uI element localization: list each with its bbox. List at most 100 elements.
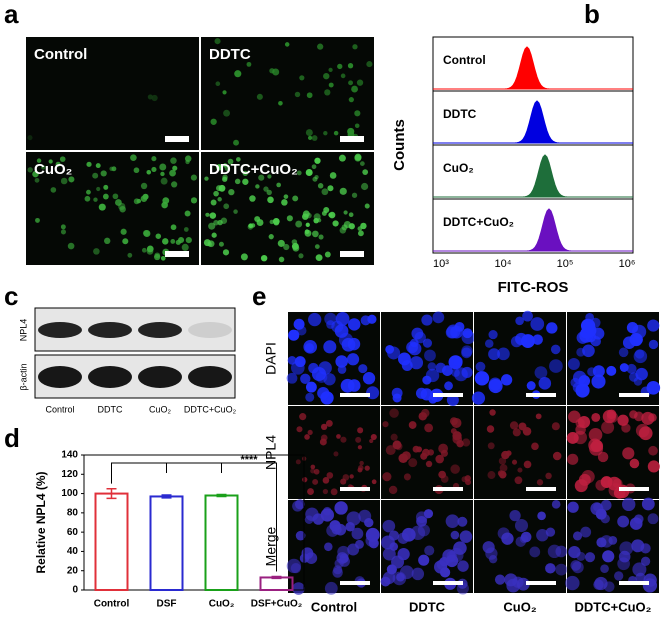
cell [523,460,532,469]
cell [151,94,158,102]
cell [334,501,348,515]
cell [328,211,336,219]
cell [347,63,354,69]
cell [406,341,419,354]
x-tick-label: Control [94,599,130,610]
error-bar [161,494,172,499]
cell [96,186,101,192]
cell [348,223,355,230]
cell [322,477,330,484]
scale-bar [619,393,649,397]
cell [351,192,358,198]
cell [617,414,629,426]
cell [549,359,563,373]
cell [565,575,580,591]
cell [648,339,659,350]
cell [267,196,274,204]
cell [418,554,430,566]
cell [208,222,216,230]
histogram-label: CuO₂ [443,161,474,175]
histogram-label: Control [443,53,486,67]
scale-bar [619,581,649,585]
cell [453,356,463,366]
cell [568,410,581,423]
cell [500,374,513,386]
cell [311,366,327,382]
cell [499,464,508,472]
cell [347,127,355,136]
cell [497,470,504,477]
cell [160,177,168,185]
cell [370,433,377,441]
cell [213,190,219,197]
cell [411,327,424,340]
cell [281,199,288,206]
cell [461,476,468,483]
cell [352,44,358,50]
cell [308,312,322,327]
cell [283,194,289,199]
y-tick-label: 20 [67,565,79,576]
cell [571,561,584,574]
cell [532,334,543,345]
cell [440,475,449,483]
cell [522,310,533,322]
cell [310,468,316,474]
row-label: DAPI [263,342,279,375]
cell [324,581,338,595]
cell [337,63,343,70]
cell [600,476,613,488]
cell [347,379,361,392]
cell [391,555,405,569]
panel-letter: d [4,423,20,453]
cell [84,195,91,202]
error-bar [106,488,117,500]
cell [339,227,347,234]
cell [95,163,101,169]
cell [629,517,643,530]
cell [474,371,490,386]
cell [536,479,544,486]
y-tick-label: 40 [67,546,79,557]
cell [394,442,403,451]
cell [555,563,568,576]
cell [514,519,529,533]
cell [181,243,189,251]
cell [362,169,369,175]
cell [303,340,318,354]
cell [432,311,445,324]
cell [647,319,660,332]
cell [617,557,630,571]
cell [317,183,324,189]
cell [333,451,339,457]
column-label: Control [45,404,74,414]
cell [457,516,468,527]
scale-bar [433,487,463,491]
y-tick-label: 0 [72,585,78,596]
cell [424,349,436,362]
cell [361,182,369,191]
row-label: NPL4 [263,435,279,470]
error-bar [216,493,227,498]
histogram-label: DDTC+CuO₂ [443,215,514,229]
cell [250,223,256,228]
cell [267,174,272,179]
cell [521,334,535,348]
cell [142,193,149,200]
cell [340,436,347,443]
cell [348,80,354,86]
cell [606,365,617,376]
scale-bar [433,393,463,397]
plot-frame [83,454,305,591]
cell [614,571,624,581]
cell [290,563,302,574]
scale-bar [433,581,463,585]
cell [322,506,332,516]
cell [398,453,408,463]
cell [619,541,634,556]
cell [515,316,524,326]
cell [93,197,98,202]
cell [360,222,367,230]
cell [538,377,552,390]
cell [311,164,317,170]
